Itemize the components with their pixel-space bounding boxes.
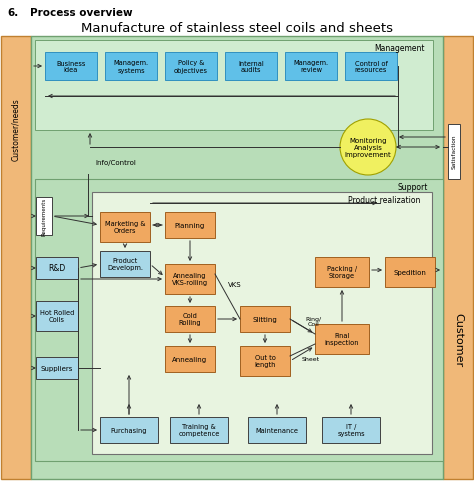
- Text: Marketing &
Orders: Marketing & Orders: [105, 221, 145, 234]
- Bar: [105, 53, 157, 81]
- Bar: [35, 41, 433, 131]
- Text: IT /
systems: IT / systems: [337, 424, 365, 437]
- Bar: [448, 125, 460, 180]
- Text: Cold
Rolling: Cold Rolling: [179, 313, 201, 326]
- Text: Policy &
objectives: Policy & objectives: [174, 60, 208, 74]
- Text: VKS: VKS: [228, 281, 242, 287]
- Text: Ring/
Coil: Ring/ Coil: [305, 316, 321, 327]
- Bar: [225, 53, 277, 81]
- Text: Hot Rolled
Coils: Hot Rolled Coils: [40, 310, 74, 323]
- Bar: [285, 53, 337, 81]
- Bar: [240, 306, 290, 333]
- Text: Suppliers: Suppliers: [41, 365, 73, 371]
- Bar: [165, 212, 215, 239]
- Text: Business
idea: Business idea: [56, 60, 86, 74]
- Text: Slitting: Slitting: [253, 317, 277, 322]
- Bar: [315, 257, 369, 287]
- Bar: [165, 346, 215, 372]
- Bar: [36, 197, 52, 236]
- Text: Spedition: Spedition: [393, 270, 427, 275]
- Text: Control of
resources: Control of resources: [355, 60, 387, 74]
- Text: Annealing: Annealing: [173, 356, 208, 362]
- Bar: [36, 257, 78, 279]
- Text: Customer: Customer: [453, 312, 463, 366]
- Text: Managem.
review: Managem. review: [293, 60, 328, 74]
- Bar: [385, 257, 435, 287]
- Bar: [165, 306, 215, 333]
- Bar: [443, 37, 473, 479]
- Bar: [100, 417, 158, 443]
- Text: Product realization: Product realization: [347, 196, 420, 205]
- Bar: [36, 302, 78, 332]
- Text: Purchasing: Purchasing: [111, 427, 147, 433]
- Bar: [100, 212, 150, 242]
- Bar: [165, 264, 215, 294]
- Text: Support: Support: [398, 182, 428, 192]
- Text: Sheet: Sheet: [302, 357, 320, 362]
- Bar: [36, 357, 78, 379]
- Text: Customer/needs: Customer/needs: [11, 98, 20, 161]
- Text: Process overview: Process overview: [30, 8, 133, 18]
- Bar: [35, 180, 443, 461]
- Bar: [322, 417, 380, 443]
- Text: Training &
competence: Training & competence: [178, 424, 219, 437]
- Text: Internal
audits: Internal audits: [238, 60, 264, 74]
- Text: Requirements: Requirements: [42, 197, 46, 236]
- Text: Packing /
Storage: Packing / Storage: [327, 266, 357, 279]
- Bar: [45, 53, 97, 81]
- Text: Product
Developm.: Product Developm.: [107, 258, 143, 271]
- Bar: [165, 53, 217, 81]
- Bar: [170, 417, 228, 443]
- Text: 6.: 6.: [7, 8, 18, 18]
- Bar: [240, 346, 290, 376]
- Circle shape: [340, 120, 396, 176]
- Text: Management: Management: [374, 44, 425, 53]
- Bar: [1, 37, 31, 479]
- Bar: [100, 252, 150, 277]
- Text: Satisfaction: Satisfaction: [452, 135, 456, 169]
- Text: R&D: R&D: [48, 264, 65, 273]
- Text: Info/Control: Info/Control: [95, 160, 136, 166]
- Text: Final
inspection: Final inspection: [325, 333, 359, 346]
- Text: Annealing
VKS-rolling: Annealing VKS-rolling: [172, 273, 208, 286]
- Text: Planning: Planning: [175, 223, 205, 228]
- Text: Out to
length: Out to length: [255, 355, 276, 368]
- Text: Managem.
systems: Managem. systems: [113, 60, 148, 74]
- Bar: [31, 37, 443, 479]
- Text: Maintenance: Maintenance: [255, 427, 299, 433]
- Text: Manufacture of stainless steel coils and sheets: Manufacture of stainless steel coils and…: [81, 21, 393, 34]
- Bar: [345, 53, 397, 81]
- Text: Monitoring
Analysis
Improvement: Monitoring Analysis Improvement: [345, 138, 392, 158]
- Bar: [92, 193, 432, 454]
- Bar: [248, 417, 306, 443]
- Bar: [315, 324, 369, 354]
